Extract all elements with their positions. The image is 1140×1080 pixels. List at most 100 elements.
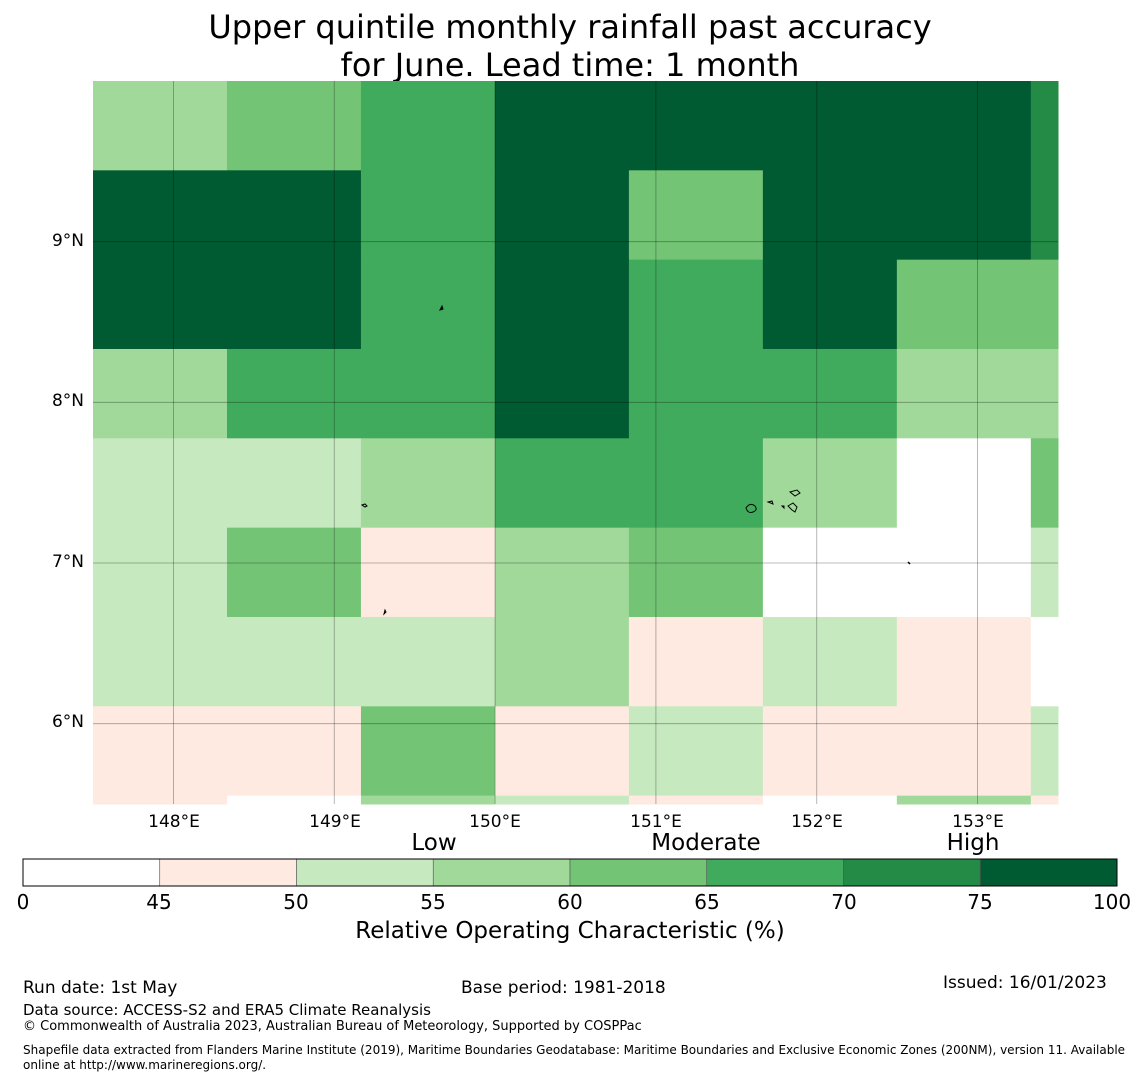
issued-date: Issued: 16/01/2023 [943,973,1107,993]
map-cell [1030,259,1059,350]
map-cell [226,795,362,805]
map-cell [360,527,496,618]
map-cell [494,706,630,797]
map-cell [896,259,1032,350]
map-cell [1030,348,1059,439]
map-cell [1030,438,1059,529]
map-cell [93,706,228,797]
map-cell [360,706,496,797]
lat-label-7n: 7°N [51,552,84,572]
colorbar-segment [296,858,434,887]
island-outline [360,503,368,508]
colorbar-tick-70: 70 [831,890,857,914]
island-outline [788,489,801,497]
map-cell [762,616,898,707]
lon-label-149e: 149°E [309,812,361,832]
map-cell [1030,170,1059,261]
colorbar-tick-0: 0 [16,890,30,914]
map-cell [762,81,898,171]
base-period: Base period: 1981-2018 [461,978,666,998]
chart-title-line2: for June. Lead time: 1 month [340,46,800,84]
colorbar-segment [432,858,571,887]
island-outline [439,304,444,311]
colorbar-tick-45: 45 [146,890,172,914]
map-cell [628,527,764,618]
map-cell [494,81,630,171]
map-cell [93,795,228,805]
map-cell [896,81,1032,171]
map-cell [93,81,228,171]
map-gridlines [93,81,1058,804]
data-source: Data source: ACCESS-S2 and ERA5 Climate … [23,1001,431,1019]
map-cell [360,616,496,707]
map-cell [226,616,362,707]
map-cell [226,438,362,529]
map-cell [494,527,630,618]
map-cell [762,527,898,618]
map-cell [93,527,228,618]
map-cell [226,706,362,797]
island-outline [787,502,798,513]
map-cell [226,527,362,618]
map-cell [762,259,898,350]
lon-label-151e: 151°E [630,812,682,832]
map-cell [360,795,496,805]
map-cell [360,170,496,261]
map-cell [494,259,630,350]
map-cell [896,527,1032,618]
colorbar-segment [569,858,708,887]
map-cell [628,348,764,439]
map-cell [762,706,898,797]
map-cell [93,348,228,439]
map-cell [1030,795,1059,805]
map-cell [93,170,228,261]
map-cell [494,795,630,805]
lon-label-150e: 150°E [469,812,521,832]
colorbar-tick-60: 60 [557,890,583,914]
colorbar-segment [22,858,161,887]
map-cell [1030,706,1059,797]
lon-label-148e: 148°E [148,812,200,832]
map-cell [360,81,496,171]
colorbar-segment [843,858,981,887]
colorbar-segment [706,858,844,887]
run-date: Run date: 1st May [23,978,178,998]
map-cell [762,348,898,439]
map-cells [93,81,1059,805]
map-cell [494,616,630,707]
map-cell [226,170,362,261]
map-cell [896,616,1032,707]
island-outlines [360,304,911,616]
map-cell [762,438,898,529]
map-cell [628,81,764,171]
island-outline [383,608,387,616]
map-cell [226,259,362,350]
map-cell [896,170,1032,261]
map-cell [1030,81,1059,171]
colorbar-border [22,858,1118,887]
lat-label-6n: 6°N [51,712,84,732]
category-high: High [946,830,1000,856]
map-cell [93,259,228,350]
island-outline [745,503,757,513]
map-cell [628,795,764,805]
map-cell [360,438,496,529]
colorbar-tick-75: 75 [967,890,993,914]
map-cell [494,170,630,261]
shapefile-credit-line2: online at http://www.marineregions.org/. [23,1058,267,1072]
chart-title-line1: Upper quintile monthly rainfall past acc… [208,8,932,46]
map-cell [762,795,898,805]
colorbar-label: Relative Operating Characteristic (%) [355,918,785,944]
island-outline [766,500,774,505]
map-cell [360,259,496,350]
map-cell [896,795,1032,805]
map-cell [628,706,764,797]
map-cell [896,348,1032,439]
lat-label-9n: 9°N [51,231,84,251]
colorbar-tick-100: 100 [1092,890,1132,914]
map-cell [93,438,228,529]
map-cell [1030,616,1059,707]
map-cell [628,438,764,529]
map-cell [494,438,630,529]
